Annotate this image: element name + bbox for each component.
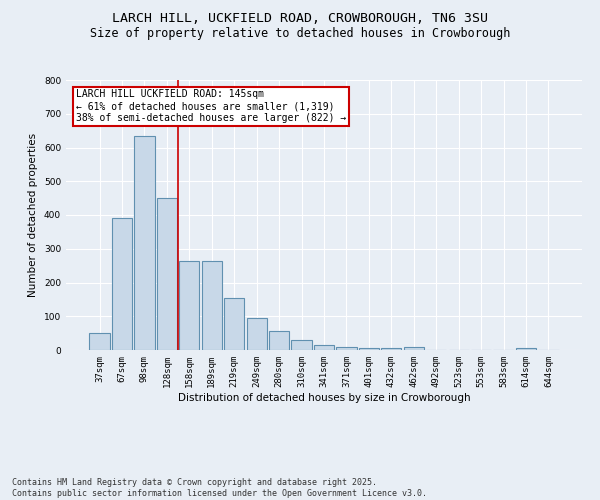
Bar — [359, 348, 379, 350]
Text: LARCH HILL UCKFIELD ROAD: 145sqm
← 61% of detached houses are smaller (1,319)
38: LARCH HILL UCKFIELD ROAD: 145sqm ← 61% o… — [76, 90, 347, 122]
Bar — [112, 218, 132, 350]
Text: LARCH HILL, UCKFIELD ROAD, CROWBOROUGH, TN6 3SU: LARCH HILL, UCKFIELD ROAD, CROWBOROUGH, … — [112, 12, 488, 26]
Text: Size of property relative to detached houses in Crowborough: Size of property relative to detached ho… — [90, 28, 510, 40]
Bar — [269, 332, 289, 350]
Bar — [157, 198, 177, 350]
Bar — [292, 340, 311, 350]
Bar — [202, 260, 222, 350]
Bar — [314, 345, 334, 350]
Bar — [247, 318, 267, 350]
Bar — [516, 348, 536, 350]
Bar — [404, 346, 424, 350]
Y-axis label: Number of detached properties: Number of detached properties — [28, 133, 38, 297]
Bar — [337, 346, 356, 350]
X-axis label: Distribution of detached houses by size in Crowborough: Distribution of detached houses by size … — [178, 392, 470, 402]
Text: Contains HM Land Registry data © Crown copyright and database right 2025.
Contai: Contains HM Land Registry data © Crown c… — [12, 478, 427, 498]
Bar — [224, 298, 244, 350]
Bar — [134, 136, 155, 350]
Bar — [381, 348, 401, 350]
Bar — [179, 260, 199, 350]
Bar — [89, 333, 110, 350]
